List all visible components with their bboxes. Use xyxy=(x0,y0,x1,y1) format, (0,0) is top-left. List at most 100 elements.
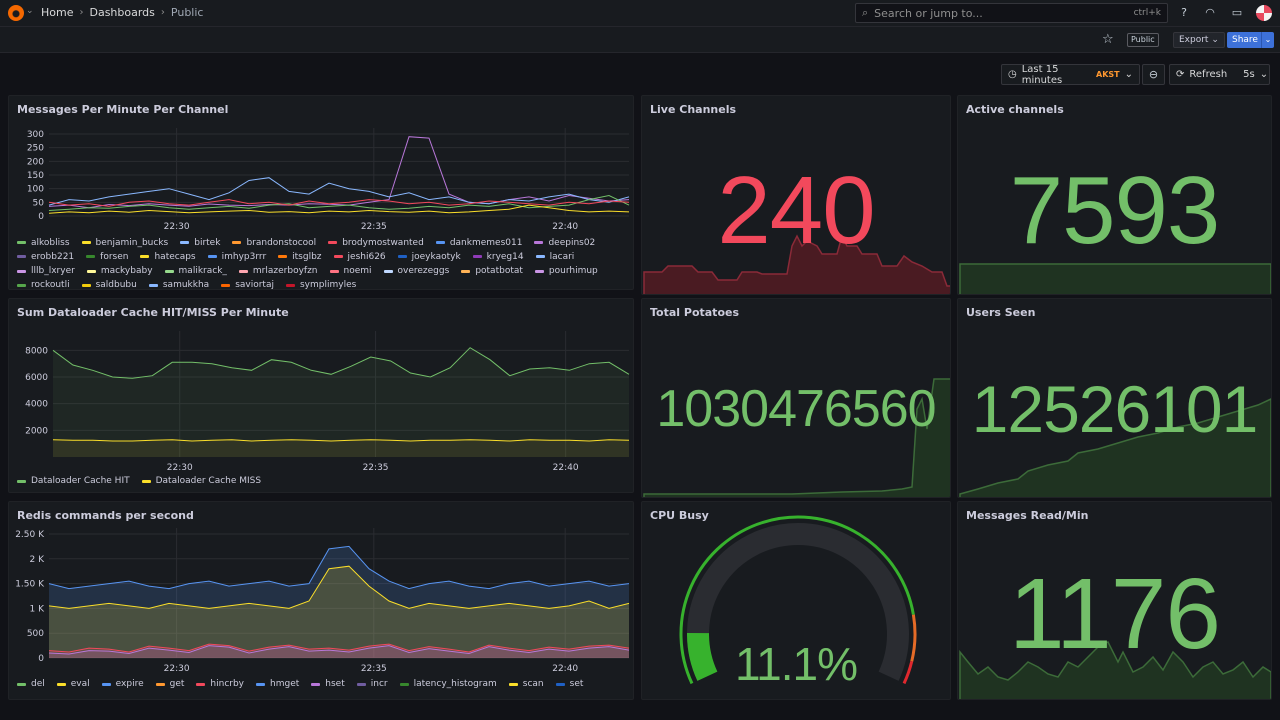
breadcrumb-home[interactable]: Home xyxy=(41,6,74,19)
legend-item[interactable]: joeykaotyk xyxy=(397,251,461,262)
legend-item[interactable]: Dataloader Cache MISS xyxy=(141,476,261,486)
panel-title: Active channels xyxy=(966,103,1064,116)
panel-live-channels[interactable]: Live Channels 240 xyxy=(641,95,951,295)
legend-item[interactable]: brodymostwanted xyxy=(328,237,424,248)
chevron-down-icon: ⌄ xyxy=(1124,69,1133,80)
panel-dataloader-cache[interactable]: Sum Dataloader Cache HIT/MISS Per Minute… xyxy=(8,298,634,493)
panel-users-seen[interactable]: Users Seen 12526101 xyxy=(957,298,1272,498)
legend-item[interactable]: hmget xyxy=(256,679,299,689)
legend-item[interactable]: imhyp3rrr xyxy=(207,251,266,262)
users-seen-value: 12526101 xyxy=(971,372,1259,446)
legend-item[interactable]: incr xyxy=(356,679,388,689)
legend-item[interactable]: noemi xyxy=(329,266,372,277)
legend-item[interactable]: eval xyxy=(56,679,90,689)
legend-label: erobb221 xyxy=(31,251,75,262)
legend-item[interactable]: saviortaj xyxy=(221,280,274,289)
breadcrumb-dashboards[interactable]: Dashboards xyxy=(89,6,155,19)
export-button[interactable]: Export ⌄ xyxy=(1173,32,1225,48)
legend-swatch xyxy=(285,283,295,287)
legend-label: del xyxy=(31,679,45,689)
legend-item[interactable]: saldbubu xyxy=(81,280,137,289)
refresh-interval[interactable]: 5s xyxy=(1243,69,1255,80)
legend-item[interactable]: rockoutli xyxy=(17,280,70,289)
search-input[interactable]: ⌕ Search or jump to... ctrl+k xyxy=(855,3,1168,23)
legend-item[interactable]: set xyxy=(555,679,583,689)
legend-item[interactable]: hset xyxy=(311,679,345,689)
panel-total-potatoes[interactable]: Total Potatoes 1030476560 xyxy=(641,298,951,498)
legend-label: benjamin_bucks xyxy=(95,237,169,248)
legend-item[interactable]: get xyxy=(155,679,184,689)
keyboard-shortcut: ctrl+k xyxy=(1133,8,1161,18)
cpu-gauge xyxy=(679,515,917,685)
sparkline-area xyxy=(959,398,1271,497)
legend-item[interactable]: overezeggs xyxy=(383,266,449,277)
redis-chart: 0 500 1 K 1.50 K 2 K 2.50 K 22:30 22:35 22:40 xyxy=(15,528,630,674)
legend-item[interactable]: dankmemes011 xyxy=(435,237,522,248)
chevron-down-icon[interactable]: ⌄ xyxy=(26,6,34,16)
legend-item[interactable]: scan xyxy=(508,679,544,689)
panel-active-channels[interactable]: Active channels 7593 xyxy=(957,95,1272,295)
legend-swatch xyxy=(81,283,91,287)
chart-legend: del eval expire get hincrby hmget hset incr late… xyxy=(17,679,632,689)
panel-messages-read[interactable]: Messages Read/Min 1176 xyxy=(957,501,1272,700)
series-line xyxy=(48,565,630,609)
legend-item[interactable]: erobb221 xyxy=(17,251,74,262)
rss-icon[interactable]: ◠ xyxy=(1205,6,1215,19)
panel-cpu-busy[interactable]: CPU Busy 11.1% xyxy=(641,501,951,700)
timezone-label: AKST xyxy=(1096,70,1120,79)
y-tick-label: 2 K xyxy=(30,555,46,565)
legend-item[interactable]: birtek xyxy=(180,237,220,248)
gauge-threshold-orange xyxy=(910,614,917,662)
legend-item[interactable]: benjamin_bucks xyxy=(81,237,169,248)
legend-label: symplimyles xyxy=(299,280,357,290)
avatar[interactable] xyxy=(1256,5,1272,21)
legend-item[interactable]: alkobliss xyxy=(17,237,70,248)
legend-item[interactable]: lllb_lxryer xyxy=(17,266,75,277)
legend-item[interactable]: samukkha xyxy=(148,280,209,289)
share-button[interactable]: Share xyxy=(1227,32,1263,48)
grafana-logo-icon[interactable] xyxy=(8,5,24,21)
legend-item[interactable]: malikrack_ xyxy=(164,266,227,277)
refresh-button[interactable]: ⟳ Refresh 5s ⌄ xyxy=(1169,64,1270,85)
legend-item[interactable]: pourhimup xyxy=(534,266,598,277)
star-icon[interactable]: ☆ xyxy=(1102,32,1114,47)
legend-item[interactable]: symplimyles xyxy=(285,280,357,290)
monitor-icon[interactable]: ▭ xyxy=(1231,6,1243,19)
legend-item[interactable]: del xyxy=(17,679,45,689)
panel-redis-commands[interactable]: Redis commands per second 0 500 1 K 1.50 K 2… xyxy=(8,501,634,700)
legend-item[interactable]: lacari xyxy=(535,251,574,262)
top-navbar: ⌄ Home › Dashboards › Public ⌕ Search or… xyxy=(0,0,1280,27)
legend-item[interactable]: expire xyxy=(101,679,144,689)
share-menu-chevron-icon[interactable]: ⌄ xyxy=(1261,32,1274,48)
legend-item[interactable]: itsglbz xyxy=(278,251,322,262)
legend-item[interactable]: forsen xyxy=(86,251,128,262)
legend-item[interactable]: brandonstocool xyxy=(232,237,316,248)
series-line xyxy=(48,199,630,207)
zoom-out-button[interactable]: ⊖ xyxy=(1142,64,1165,85)
legend-item[interactable]: mackybaby xyxy=(86,266,153,277)
y-tick-label: 50 xyxy=(33,198,45,208)
legend-swatch xyxy=(472,255,482,259)
legend-item[interactable]: mrlazerboyfzn xyxy=(238,266,318,277)
legend-item[interactable]: kryeg14 xyxy=(472,251,524,262)
chevron-right-icon: › xyxy=(160,7,165,18)
legend-swatch xyxy=(196,682,206,686)
sparkline-area xyxy=(643,378,950,497)
legend-item[interactable]: deepins02 xyxy=(534,237,595,248)
legend-item[interactable]: jeshi626 xyxy=(333,251,386,262)
messages-read-sparkline xyxy=(959,640,1271,699)
legend-item[interactable]: hincrby xyxy=(196,679,244,689)
legend-label: jeshi626 xyxy=(347,251,386,262)
legend-item[interactable]: latency_histogram xyxy=(399,679,497,689)
legend-swatch xyxy=(328,241,338,245)
legend-item[interactable]: hatecaps xyxy=(140,251,196,262)
gauge-threshold-red xyxy=(902,660,914,685)
help-icon[interactable]: ? xyxy=(1181,6,1187,19)
legend-swatch xyxy=(397,255,407,259)
panel-title: CPU Busy xyxy=(650,509,709,522)
legend-label: mackybaby xyxy=(100,266,153,277)
panel-messages-per-minute[interactable]: Messages Per Minute Per Channel 0 50 100 15… xyxy=(8,95,634,290)
legend-item[interactable]: Dataloader Cache HIT xyxy=(17,476,130,486)
legend-item[interactable]: potatbotat xyxy=(461,266,523,277)
time-range-picker[interactable]: ◷ Last 15 minutes AKST ⌄ xyxy=(1001,64,1140,86)
